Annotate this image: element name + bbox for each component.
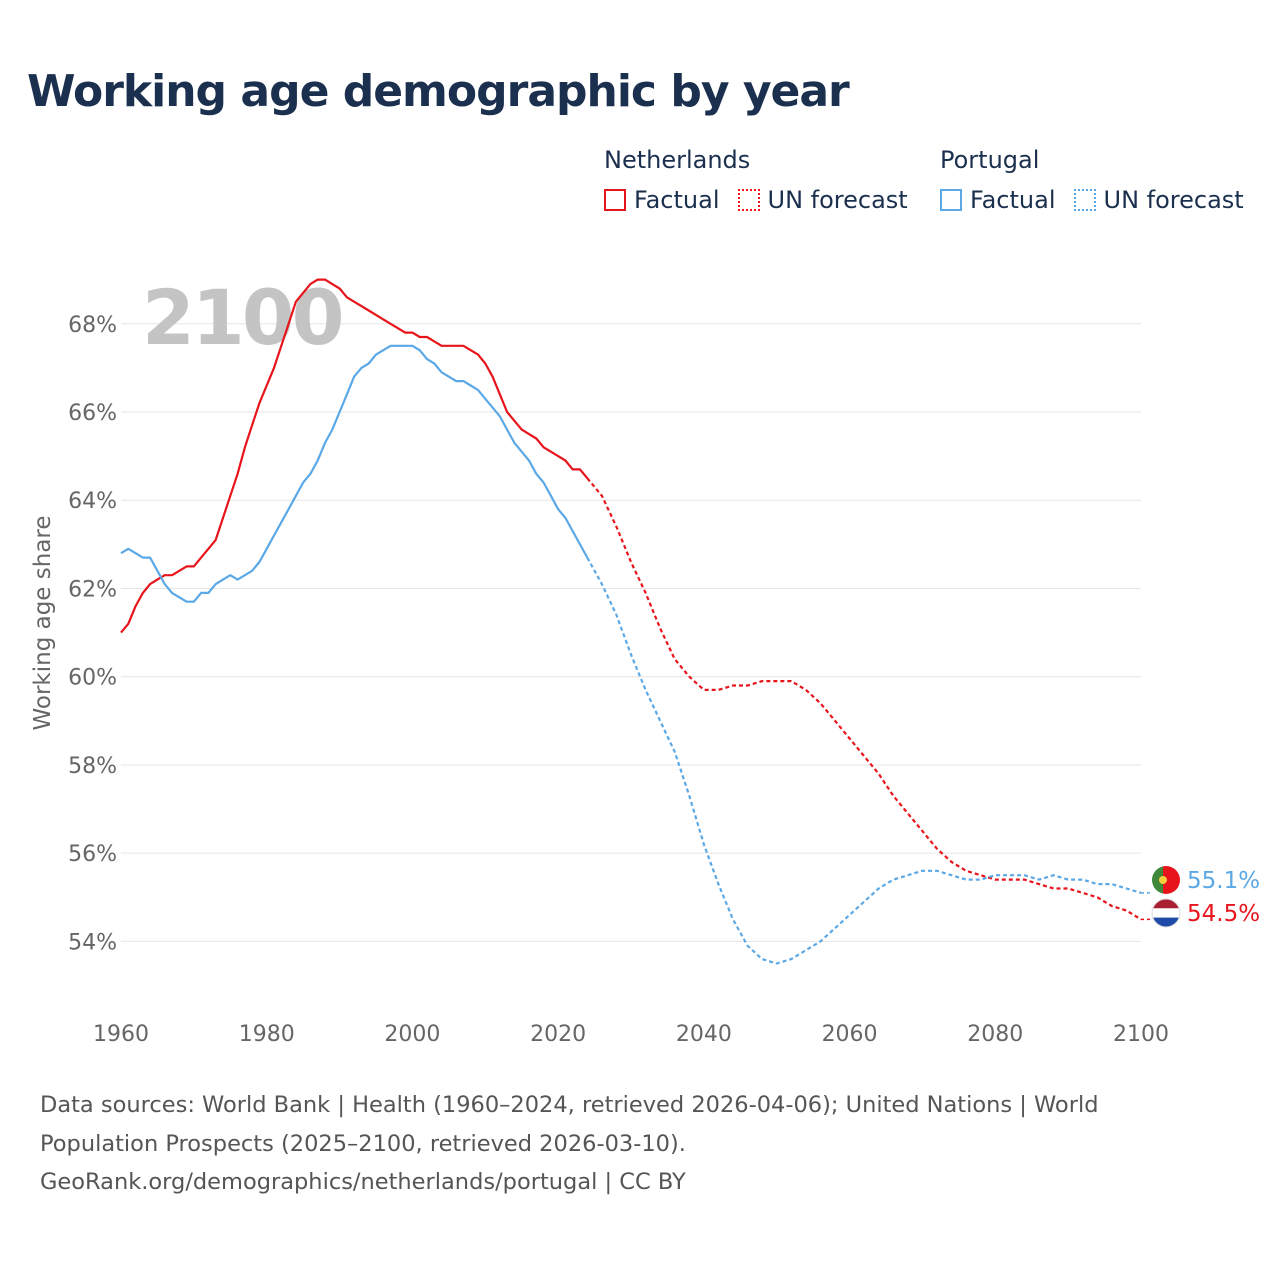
y-axis-label: Working age share bbox=[30, 515, 56, 730]
portugal-forecast-line[interactable] bbox=[586, 557, 1142, 965]
legend-netherlands: Netherlands Factual UN forecast bbox=[604, 144, 926, 214]
y-tick-label: 58% bbox=[68, 754, 117, 779]
gridlines bbox=[121, 323, 1141, 942]
x-tick-label: 2060 bbox=[822, 1022, 878, 1047]
x-axis-ticks: 1960 1980 2000 2020 2040 2060 2080 2100 bbox=[93, 1022, 1169, 1047]
year-watermark: 2100 bbox=[142, 273, 342, 362]
portugal-factual-line[interactable] bbox=[120, 344, 589, 603]
y-tick-label: 60% bbox=[68, 666, 117, 691]
portugal-flag-icon bbox=[1152, 866, 1180, 894]
legend-label: Factual bbox=[634, 186, 720, 214]
x-tick-label: 2040 bbox=[676, 1022, 732, 1047]
legend-netherlands-factual[interactable]: Factual bbox=[604, 186, 720, 214]
y-tick-label: 54% bbox=[68, 930, 117, 955]
legend-portugal-factual[interactable]: Factual bbox=[940, 186, 1056, 214]
y-tick-label: 62% bbox=[68, 577, 117, 602]
x-tick-label: 1980 bbox=[239, 1022, 295, 1047]
chart-title: Working age demographic by year bbox=[27, 66, 850, 117]
x-tick-label: 1960 bbox=[93, 1022, 149, 1047]
y-tick-label: 56% bbox=[68, 842, 117, 867]
y-tick-label: 66% bbox=[68, 401, 117, 426]
x-tick-label: 2000 bbox=[384, 1022, 440, 1047]
source-line: Population Prospects (2025–2100, retriev… bbox=[40, 1130, 686, 1157]
legend-label: UN forecast bbox=[1103, 186, 1244, 214]
legend-label: Factual bbox=[970, 186, 1056, 214]
legend-swatch-dotted bbox=[1073, 189, 1096, 211]
legend-swatch-solid bbox=[604, 189, 626, 211]
legend-swatch-solid bbox=[940, 189, 962, 211]
x-tick-label: 2020 bbox=[530, 1022, 586, 1047]
netherlands-end-label: 54.5% bbox=[1187, 901, 1260, 927]
source-line: Data sources: World Bank | Health (1960–… bbox=[40, 1092, 1099, 1118]
end-markers: 55.1% 54.5% bbox=[1151, 866, 1260, 928]
y-tick-label: 64% bbox=[68, 489, 117, 514]
data-source-note: Data sources: World Bank | Health (1960–… bbox=[40, 1086, 1220, 1202]
legend-label: UN forecast bbox=[767, 186, 908, 214]
x-tick-label: 2100 bbox=[1113, 1022, 1169, 1047]
netherlands-flag-icon bbox=[1151, 898, 1181, 928]
netherlands-factual-line[interactable] bbox=[120, 278, 589, 634]
legend-group-name: Netherlands bbox=[604, 146, 751, 174]
series-layer bbox=[120, 278, 1150, 965]
y-tick-label: 68% bbox=[68, 313, 117, 338]
legend-group-name: Portugal bbox=[940, 146, 1040, 174]
y-axis-ticks: 54% 56% 58% 60% 62% 64% 66% 68% bbox=[68, 313, 117, 956]
legend-netherlands-forecast[interactable]: UN forecast bbox=[737, 186, 908, 214]
portugal-end-label: 55.1% bbox=[1187, 868, 1260, 894]
legend-portugal: Portugal Factual UN forecast bbox=[940, 144, 1262, 214]
legend-portugal-forecast[interactable]: UN forecast bbox=[1073, 186, 1244, 214]
source-line[interactable]: GeoRank.org/demographics/netherlands/por… bbox=[40, 1169, 686, 1195]
x-tick-label: 2080 bbox=[967, 1022, 1023, 1047]
legend-swatch-dotted bbox=[737, 189, 760, 211]
